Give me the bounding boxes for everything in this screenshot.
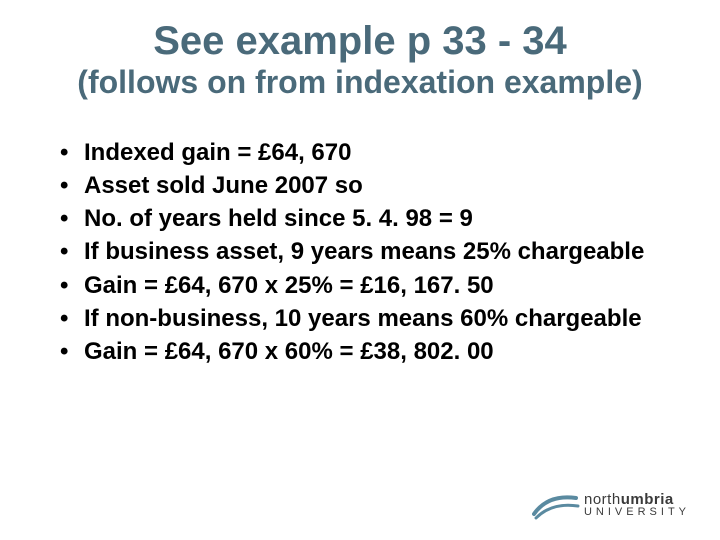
bullet-icon: • xyxy=(60,170,84,201)
bullet-list: • Indexed gain = £64, 670 • Asset sold J… xyxy=(50,137,670,367)
bullet-icon: • xyxy=(60,270,84,301)
slide: See example p 33 - 34 (follows on from i… xyxy=(0,0,720,540)
list-item: • If non-business, 10 years means 60% ch… xyxy=(60,303,670,334)
bullet-text: Gain = £64, 670 x 25% = £16, 167. 50 xyxy=(84,270,670,301)
logo-swoosh-icon xyxy=(532,488,580,522)
bullet-text: No. of years held since 5. 4. 98 = 9 xyxy=(84,203,670,234)
title-line-1: See example p 33 - 34 xyxy=(50,18,670,64)
university-logo: northumbria UNIVERSITY xyxy=(532,488,690,522)
bullet-text: If non-business, 10 years means 60% char… xyxy=(84,303,670,334)
bullet-text: Gain = £64, 670 x 60% = £38, 802. 00 xyxy=(84,336,670,367)
logo-text: northumbria UNIVERSITY xyxy=(584,492,690,518)
bullet-icon: • xyxy=(60,203,84,234)
bullet-icon: • xyxy=(60,336,84,367)
bullet-icon: • xyxy=(60,236,84,267)
bullet-icon: • xyxy=(60,137,84,168)
list-item: • Asset sold June 2007 so xyxy=(60,170,670,201)
bullet-text: Indexed gain = £64, 670 xyxy=(84,137,670,168)
list-item: • Gain = £64, 670 x 60% = £38, 802. 00 xyxy=(60,336,670,367)
logo-subtext: UNIVERSITY xyxy=(584,507,690,518)
logo-name: northumbria xyxy=(584,492,690,507)
list-item: • No. of years held since 5. 4. 98 = 9 xyxy=(60,203,670,234)
bullet-text: If business asset, 9 years means 25% cha… xyxy=(84,236,670,267)
list-item: • Gain = £64, 670 x 25% = £16, 167. 50 xyxy=(60,270,670,301)
list-item: • Indexed gain = £64, 670 xyxy=(60,137,670,168)
title-line-2: (follows on from indexation example) xyxy=(50,64,670,101)
bullet-icon: • xyxy=(60,303,84,334)
bullet-text: Asset sold June 2007 so xyxy=(84,170,670,201)
list-item: • If business asset, 9 years means 25% c… xyxy=(60,236,670,267)
slide-title: See example p 33 - 34 (follows on from i… xyxy=(50,18,670,101)
